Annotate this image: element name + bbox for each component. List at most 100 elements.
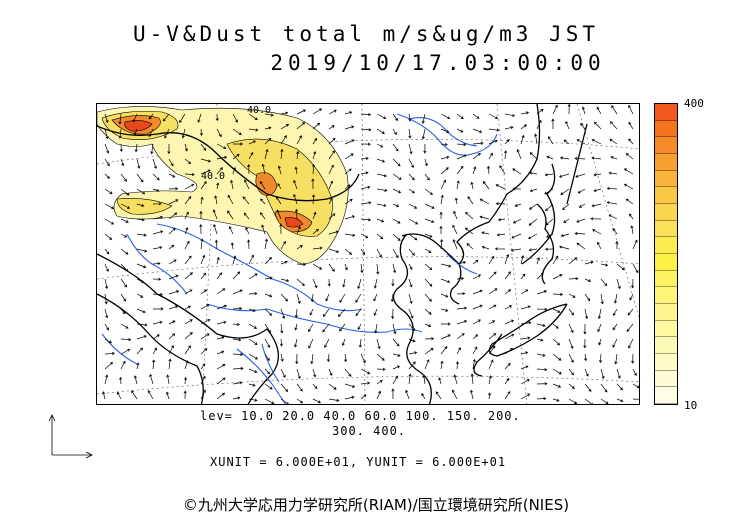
wind-arrow — [632, 368, 637, 377]
colorbar-segment — [655, 370, 677, 388]
wind-arrow — [376, 380, 383, 385]
wind-arrow — [242, 196, 250, 205]
wind-arrow — [504, 150, 508, 160]
wind-arrow — [264, 293, 273, 298]
wind-arrow — [456, 292, 466, 296]
wind-arrow — [264, 113, 274, 117]
wind-arrow — [152, 202, 162, 206]
wind-arrow — [488, 304, 497, 310]
wind-arrow — [264, 398, 275, 404]
wind-arrow — [488, 271, 497, 280]
wind-arrow — [232, 113, 238, 123]
wind-arrow — [488, 255, 495, 265]
wind-arrow — [408, 373, 412, 385]
wind-arrow — [504, 377, 510, 385]
wind-arrow — [184, 345, 191, 355]
wind-arrow — [200, 363, 206, 370]
wind-arrow — [216, 182, 220, 190]
wind-arrow — [424, 173, 430, 181]
wind-arrow — [360, 248, 366, 255]
wind-arrow — [600, 278, 608, 287]
wind-arrow — [424, 188, 433, 195]
wind-arrow — [552, 383, 562, 388]
wind-arrow — [552, 323, 559, 329]
wind-arrow — [216, 155, 228, 160]
wind-arrow — [504, 319, 515, 325]
wind-arrow — [497, 218, 506, 222]
wind-arrow — [552, 368, 562, 375]
wind-arrow — [120, 233, 128, 238]
wind-arrow — [584, 383, 592, 392]
wind-arrow — [200, 318, 211, 325]
wind-arrow — [216, 350, 225, 355]
wind-arrow — [439, 225, 443, 234]
wind-arrow — [577, 188, 586, 194]
wind-arrow — [593, 173, 602, 177]
wind-arrow — [214, 239, 218, 250]
colorbar-segment — [655, 237, 677, 255]
wind-arrow — [293, 179, 298, 190]
wind-arrow — [481, 245, 490, 250]
wind-arrow — [576, 242, 586, 250]
wind-arrow — [546, 155, 554, 160]
wind-arrow — [214, 195, 218, 205]
wind-arrow — [615, 240, 619, 250]
wind-arrow — [200, 254, 206, 265]
wind-arrow — [216, 320, 227, 325]
wind-arrow — [168, 358, 172, 370]
wind-arrow — [520, 134, 525, 145]
wind-arrow — [104, 158, 110, 167]
wind-arrow — [152, 292, 163, 297]
wind-arrow — [479, 198, 490, 205]
wind-arrow — [466, 243, 474, 250]
wind-arrow — [472, 334, 479, 340]
wind-arrow — [391, 278, 395, 287]
wind-arrow — [529, 171, 538, 175]
wind-arrow — [104, 338, 112, 344]
wind-arrow — [136, 263, 147, 269]
wind-arrow — [630, 225, 634, 235]
wind-arrow — [168, 305, 179, 310]
wind-arrow — [328, 180, 334, 190]
wind-arrow — [376, 338, 381, 350]
wind-arrow — [311, 178, 315, 190]
wind-arrow — [199, 128, 203, 136]
wind-arrow — [616, 263, 625, 271]
wind-arrow — [614, 353, 618, 365]
wind-arrow — [552, 274, 563, 280]
wind-arrow — [133, 128, 138, 136]
wind-arrow — [148, 113, 154, 120]
wind-arrow — [277, 165, 282, 175]
wind-arrow — [552, 353, 562, 361]
wind-arrow — [232, 166, 236, 175]
wind-arrow — [584, 398, 593, 404]
reference-vector-axes — [48, 414, 93, 459]
wind-arrow — [600, 293, 604, 305]
wind-arrow — [312, 137, 317, 145]
wind-arrow — [488, 392, 492, 400]
wind-arrow — [536, 353, 546, 357]
wind-arrow — [136, 308, 146, 314]
wind-arrow — [152, 320, 163, 325]
wind-arrow — [104, 143, 110, 154]
wind-arrow — [574, 156, 586, 160]
wind-arrow — [136, 248, 148, 253]
wind-arrow — [440, 293, 449, 298]
wind-arrow — [245, 227, 250, 235]
wind-arrow — [168, 244, 175, 250]
wind-arrow — [120, 173, 127, 182]
wind-arrow — [104, 248, 110, 255]
wind-arrow — [167, 143, 171, 155]
wind-arrow — [568, 353, 574, 363]
wind-arrow — [488, 152, 493, 160]
colorbar-segment — [655, 254, 677, 271]
wind-arrow — [392, 203, 400, 208]
wind-arrow — [264, 238, 269, 250]
wind-arrow — [312, 246, 323, 250]
wind-arrow — [391, 308, 395, 320]
wind-arrow — [504, 271, 511, 280]
wind-arrow — [456, 165, 464, 175]
wind-arrow — [248, 368, 258, 373]
wind-arrow — [232, 153, 240, 160]
wind-arrow — [439, 211, 443, 220]
